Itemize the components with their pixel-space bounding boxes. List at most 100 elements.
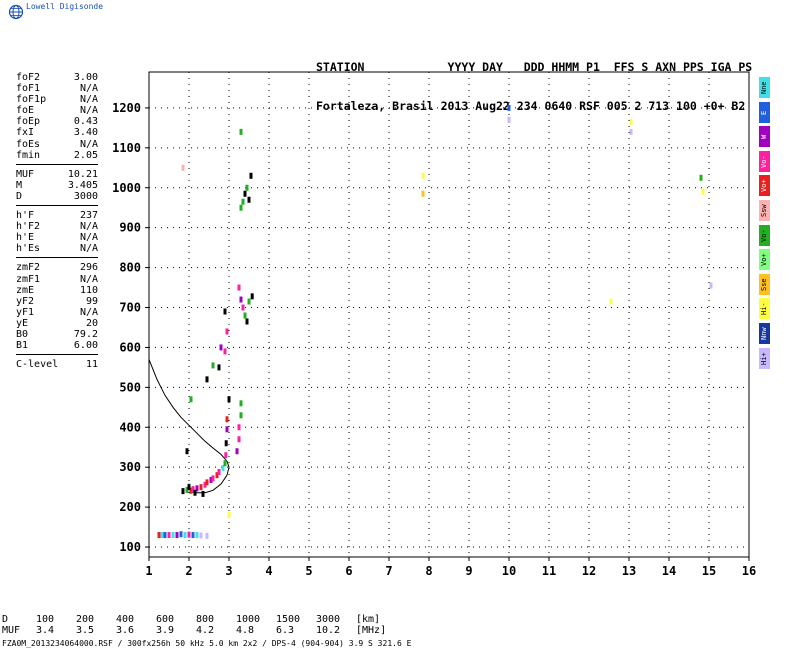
x-tick-label: 12 (582, 564, 596, 578)
echo-point (243, 312, 247, 319)
muf-table-muf-cell: 3.9 (156, 625, 175, 636)
echo-point (203, 481, 207, 488)
echo-point (219, 344, 223, 351)
echo-point (709, 282, 713, 289)
param-row: fmin 2.05 (16, 150, 98, 161)
param-value: 3000 (73, 190, 98, 202)
muf-table-muf-cell: 4.8 (236, 625, 255, 636)
muf-table-distance-cell: 800 (196, 614, 215, 625)
param-label: foF1 (16, 83, 41, 95)
x-tick-label: 11 (542, 564, 556, 578)
echo-point (239, 204, 243, 211)
x-tick-label: 14 (662, 564, 676, 578)
param-row: foE N/A (16, 105, 98, 116)
echo-point (224, 452, 228, 459)
param-value: 79.2 (73, 328, 98, 340)
param-value: 2.05 (73, 149, 98, 161)
echo-point (160, 532, 164, 539)
param-row: h'F 237 (16, 210, 98, 221)
param-label: C-level (16, 359, 59, 371)
param-value: N/A (79, 83, 98, 95)
param-row: M 3.405 (16, 180, 98, 191)
echo-point (225, 416, 229, 423)
param-value: 237 (79, 210, 98, 222)
muf-table-muf-label: MUF (2, 625, 21, 636)
x-tick-label: 15 (702, 564, 716, 578)
muf-table-muf-cell: 10.2 (316, 625, 341, 636)
muf-table-muf-cell: [MHz] (356, 625, 387, 636)
param-value: 0.43 (73, 116, 98, 128)
param-label: yF1 (16, 306, 35, 318)
legend-item: E (759, 101, 770, 123)
muf-table-muf-row: MUF 3.4 3.5 3.6 3.9 4.2 4.8 6.3 10.2 [MHz] (2, 625, 396, 636)
echo-point (237, 424, 241, 431)
echo-point (191, 532, 195, 539)
echo-point (191, 486, 195, 493)
param-row: C-level 11 (16, 359, 98, 370)
param-label: fxI (16, 127, 35, 139)
param-row: zmE 110 (16, 285, 98, 296)
x-tick-label: 5 (305, 564, 312, 578)
param-row: h'E N/A (16, 232, 98, 243)
polarization-legend: Nne E W Vo- Vo+ Ssw Vo- Vo+ Sse Hi- Nnw Hi+ (759, 77, 771, 372)
file-info-footer: FZA0M_2013234064000.RSF / 300fx256h 50 k… (2, 639, 412, 648)
echo-point (185, 486, 189, 493)
echo-point (211, 475, 215, 482)
echo-point (171, 532, 175, 539)
echo-point (175, 532, 179, 539)
x-tick-label: 13 (622, 564, 636, 578)
param-separator (16, 205, 98, 207)
echo-point (179, 531, 183, 538)
echo-point (629, 128, 633, 135)
y-tick-label: 100 (119, 540, 141, 554)
echo-point (215, 472, 219, 479)
echo-point (245, 184, 249, 191)
x-tick-label: 8 (425, 564, 432, 578)
param-value: 6.00 (73, 340, 98, 352)
echo-point (181, 488, 185, 495)
param-label: B0 (16, 328, 29, 340)
echo-point (237, 436, 241, 443)
y-tick-label: 1100 (112, 141, 141, 155)
legend-item: Vo- (759, 224, 770, 246)
param-label: zmF2 (16, 262, 41, 274)
echo-point (699, 174, 703, 181)
param-row: foF1 N/A (16, 83, 98, 94)
param-value: 3.00 (73, 72, 98, 83)
x-tick-label: 2 (185, 564, 192, 578)
param-label: yF2 (16, 295, 35, 307)
echo-point (163, 532, 167, 539)
param-row: yF2 99 (16, 296, 98, 307)
legend-item: Nne (759, 77, 770, 98)
param-row: MUF 10.21 (16, 169, 98, 180)
echo-point (629, 118, 633, 125)
param-label: h'Es (16, 243, 41, 255)
param-value: N/A (79, 273, 98, 285)
legend-item: Sse (759, 273, 770, 295)
echo-point (217, 468, 221, 475)
x-tick-label: 4 (265, 564, 272, 578)
param-label: foEs (16, 138, 41, 150)
param-separator (16, 163, 98, 165)
echo-point (507, 116, 511, 123)
param-value: 3.405 (67, 179, 98, 191)
echo-point (245, 318, 249, 325)
echo-point (195, 532, 199, 539)
station-header-keys: STATION YYYY DAY DDD HHMM P1 FFS S AXN P… (316, 60, 753, 74)
echo-point (187, 531, 191, 538)
param-value: N/A (79, 243, 98, 255)
muf-table-distance-cell: [km] (356, 614, 381, 625)
param-row: zmF1 N/A (16, 274, 98, 285)
y-tick-label: 800 (119, 261, 141, 275)
brand-name: Lowell Digisonde (26, 2, 104, 11)
param-row: D 3000 (16, 191, 98, 202)
param-label: MUF (16, 168, 35, 180)
echo-point (224, 440, 228, 447)
echo-point (609, 298, 613, 305)
muf-table-distance-cell: 1500 (276, 614, 301, 625)
echo-point (507, 104, 511, 111)
legend-item: Vo+ (759, 175, 770, 197)
echo-point (421, 190, 425, 197)
echo-point (239, 400, 243, 407)
